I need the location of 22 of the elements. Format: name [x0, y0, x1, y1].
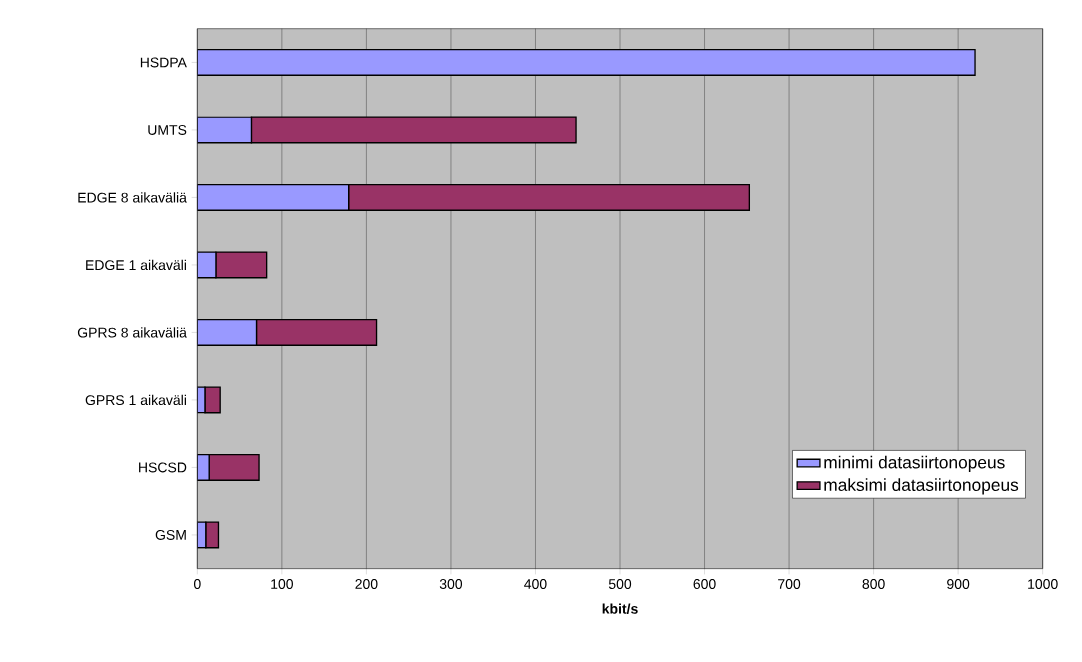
legend-label: maksimi datasiirtonopeus: [824, 478, 1019, 495]
y-tick-label: HSDPA: [140, 57, 187, 68]
x-tick-label: 900: [947, 579, 970, 589]
x-tick-label: 600: [693, 579, 716, 589]
y-tick-label: EDGE 1 aikaväli: [86, 259, 186, 271]
x-tick-label: 500: [608, 579, 632, 589]
x-tick-label: 400: [524, 579, 547, 589]
y-tick-label: UMTS: [148, 124, 187, 135]
y-tick-label: EDGE 8 aikaväliä: [78, 192, 187, 203]
x-tick-label: 800: [862, 579, 885, 589]
x-axis-title: kbit/s: [602, 603, 638, 614]
y-tick-label: GPRS 1 aikaväli: [85, 394, 186, 406]
x-tick-label: 200: [355, 579, 378, 589]
x-tick-label: 0: [193, 579, 201, 589]
x-tick-label: 100: [271, 579, 293, 589]
legend-label: minimi datasiirtonopeus: [824, 455, 1005, 472]
x-tick-label: 300: [439, 579, 463, 589]
x-tick-label: 700: [778, 579, 801, 589]
x-tick-label: 1000: [1028, 579, 1058, 589]
y-tick-label: GSM: [155, 529, 186, 540]
y-tick-label: GPRS 8 aikaväliä: [77, 327, 187, 338]
y-tick-label: HSCSD: [139, 462, 187, 473]
